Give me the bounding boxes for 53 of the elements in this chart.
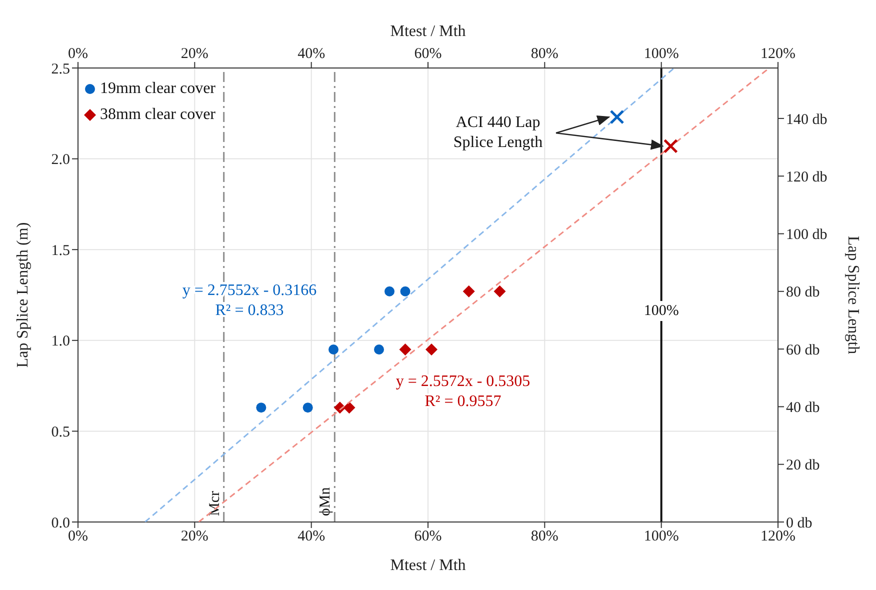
point — [374, 344, 384, 354]
x2-tick-label: 0% — [68, 528, 88, 545]
y2-tick-label: 0 db — [786, 515, 812, 532]
x-tick-label: 0% — [68, 46, 88, 62]
y-tick-label: 2.0 — [51, 152, 70, 168]
point — [302, 402, 313, 413]
y2-tick-label: 120 db — [786, 169, 828, 186]
y2-axis-title: Lap Splice Length — [844, 236, 862, 354]
y2-tick-label: 140 db — [786, 112, 828, 128]
x2-tick-label: 60% — [414, 528, 442, 545]
point — [384, 286, 394, 296]
x-tick-label: 60% — [414, 46, 442, 62]
x-axis-title: Mtest / Mth — [390, 557, 466, 574]
y-tick-label: 0.5 — [51, 424, 70, 441]
ref-line-label: Mcr — [206, 491, 223, 516]
x2-axis-title: Mtest / Mth — [390, 23, 466, 40]
y-tick-label: 1.0 — [51, 334, 70, 350]
legend-label: 38mm clear cover — [100, 105, 216, 125]
y2-tick-label: 100 db — [786, 227, 828, 244]
point — [343, 402, 356, 414]
point — [462, 285, 475, 298]
y-tick-label: 0.0 — [51, 515, 70, 532]
x2-tick-label: 120% — [760, 528, 796, 545]
annotation: y = 2.5572x - 0.5305 R² = 0.9557 — [396, 372, 530, 410]
y-tick-label: 2.5 — [51, 61, 70, 78]
legend-label: 19mm clear cover — [100, 79, 216, 99]
x-tick-label: 20% — [180, 46, 208, 62]
y2-tick-label: 40 db — [786, 400, 820, 416]
y2-tick-label: 80 db — [786, 284, 820, 301]
y2-tick-label: 60 db — [786, 342, 820, 358]
x-tick-label: 100% — [644, 46, 679, 62]
x2-tick-label: 20% — [180, 528, 208, 545]
y2-tick-label: 20 db — [786, 458, 820, 474]
point — [256, 402, 266, 413]
point — [610, 110, 624, 124]
annotation: ACI 440 Lap Splice Length — [453, 114, 543, 152]
ref-line-label: ϕMn — [318, 486, 334, 516]
x-tick-label: 40% — [298, 46, 326, 62]
point — [426, 343, 438, 356]
point — [400, 286, 410, 296]
y-axis-title: Lap Splice Length (m) — [14, 222, 32, 368]
point — [328, 344, 338, 354]
point — [399, 343, 412, 356]
y-tick-label: 1.5 — [51, 242, 70, 259]
annotation: y = 2.7552x - 0.3166 R² = 0.833 — [182, 282, 317, 319]
ref-line-label: 100% — [644, 303, 679, 319]
x2-tick-label: 100% — [644, 528, 679, 545]
point — [663, 138, 678, 154]
x2-tick-label: 40% — [298, 528, 326, 545]
x2-tick-label: 80% — [530, 528, 558, 545]
point — [494, 285, 506, 298]
x-tick-label: 80% — [530, 46, 558, 62]
x-tick-label: 120% — [760, 46, 796, 62]
